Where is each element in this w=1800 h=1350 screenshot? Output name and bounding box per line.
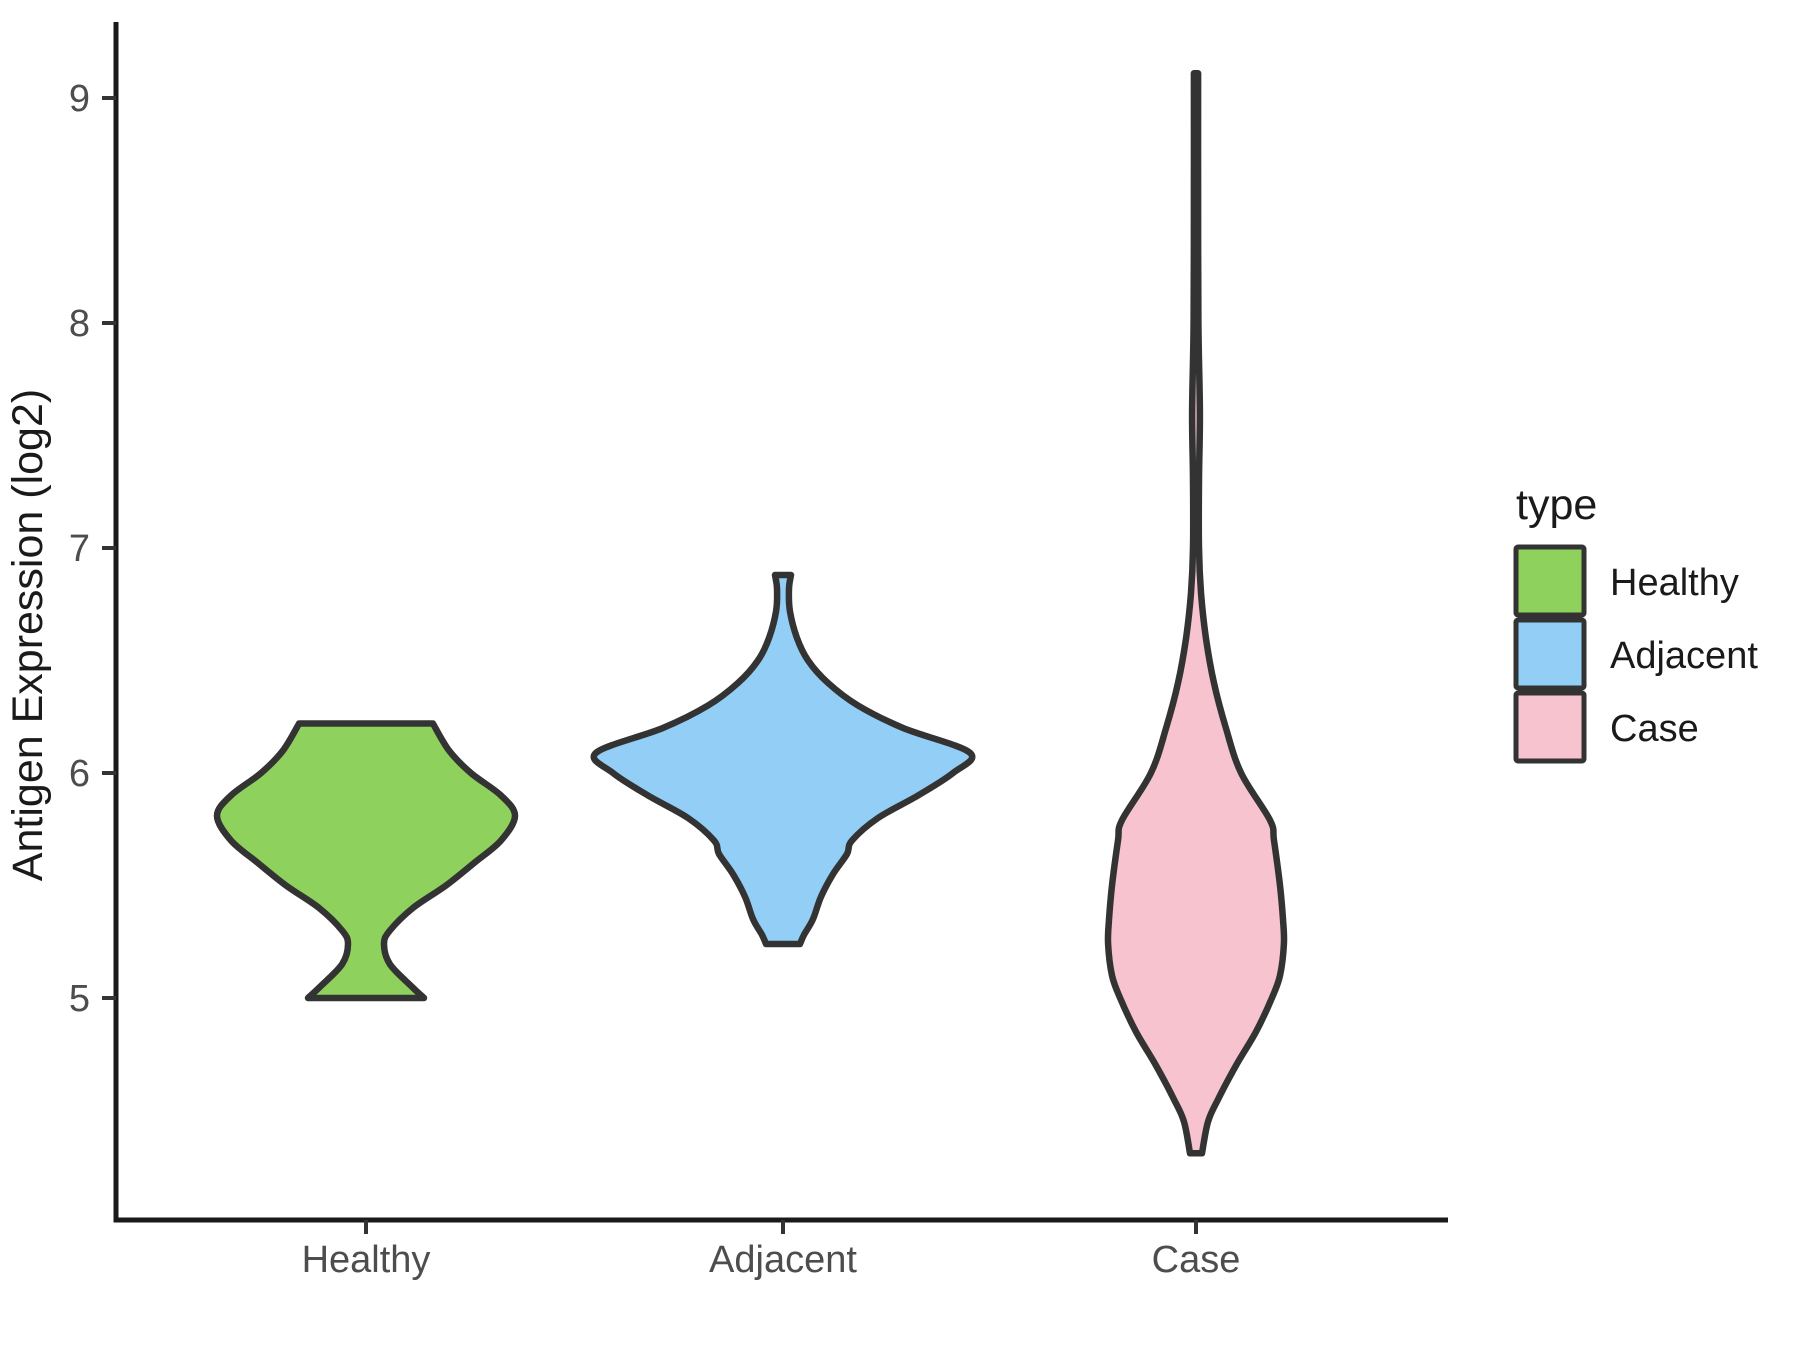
y-tick-label: 7	[69, 528, 90, 570]
axes-group	[113, 22, 1448, 1223]
legend-swatch-healthy	[1513, 544, 1587, 618]
y-axis-title: Antigen Expression (log2)	[4, 389, 52, 881]
legend-entries: Healthy Adjacent Case	[1513, 544, 1758, 764]
x-axis-ticks: Healthy Adjacent Case	[302, 1220, 1241, 1281]
violins-group	[213, 70, 1288, 1157]
x-tick-label: Adjacent	[709, 1239, 857, 1281]
legend-label-adjacent: Adjacent	[1610, 635, 1758, 677]
y-tick-label: 8	[69, 303, 90, 345]
legend: type Healthy Adjacent Case	[1513, 481, 1758, 764]
y-tick-label: 6	[69, 753, 90, 795]
legend-label-healthy: Healthy	[1610, 562, 1739, 604]
y-tick-label: 9	[69, 78, 90, 120]
legend-title: type	[1516, 481, 1597, 529]
y-axis-ticks: 9 8 7 6 5	[69, 78, 116, 1020]
violin-healthy	[213, 720, 519, 1002]
y-tick-label: 5	[69, 978, 90, 1020]
x-tick-label: Case	[1152, 1239, 1241, 1281]
legend-swatch-adjacent	[1513, 617, 1587, 691]
violin-adjacent	[590, 571, 976, 948]
violin-case	[1104, 70, 1288, 1157]
legend-swatch-case	[1513, 690, 1587, 764]
x-tick-label: Healthy	[302, 1239, 431, 1281]
legend-label-case: Case	[1610, 708, 1699, 750]
